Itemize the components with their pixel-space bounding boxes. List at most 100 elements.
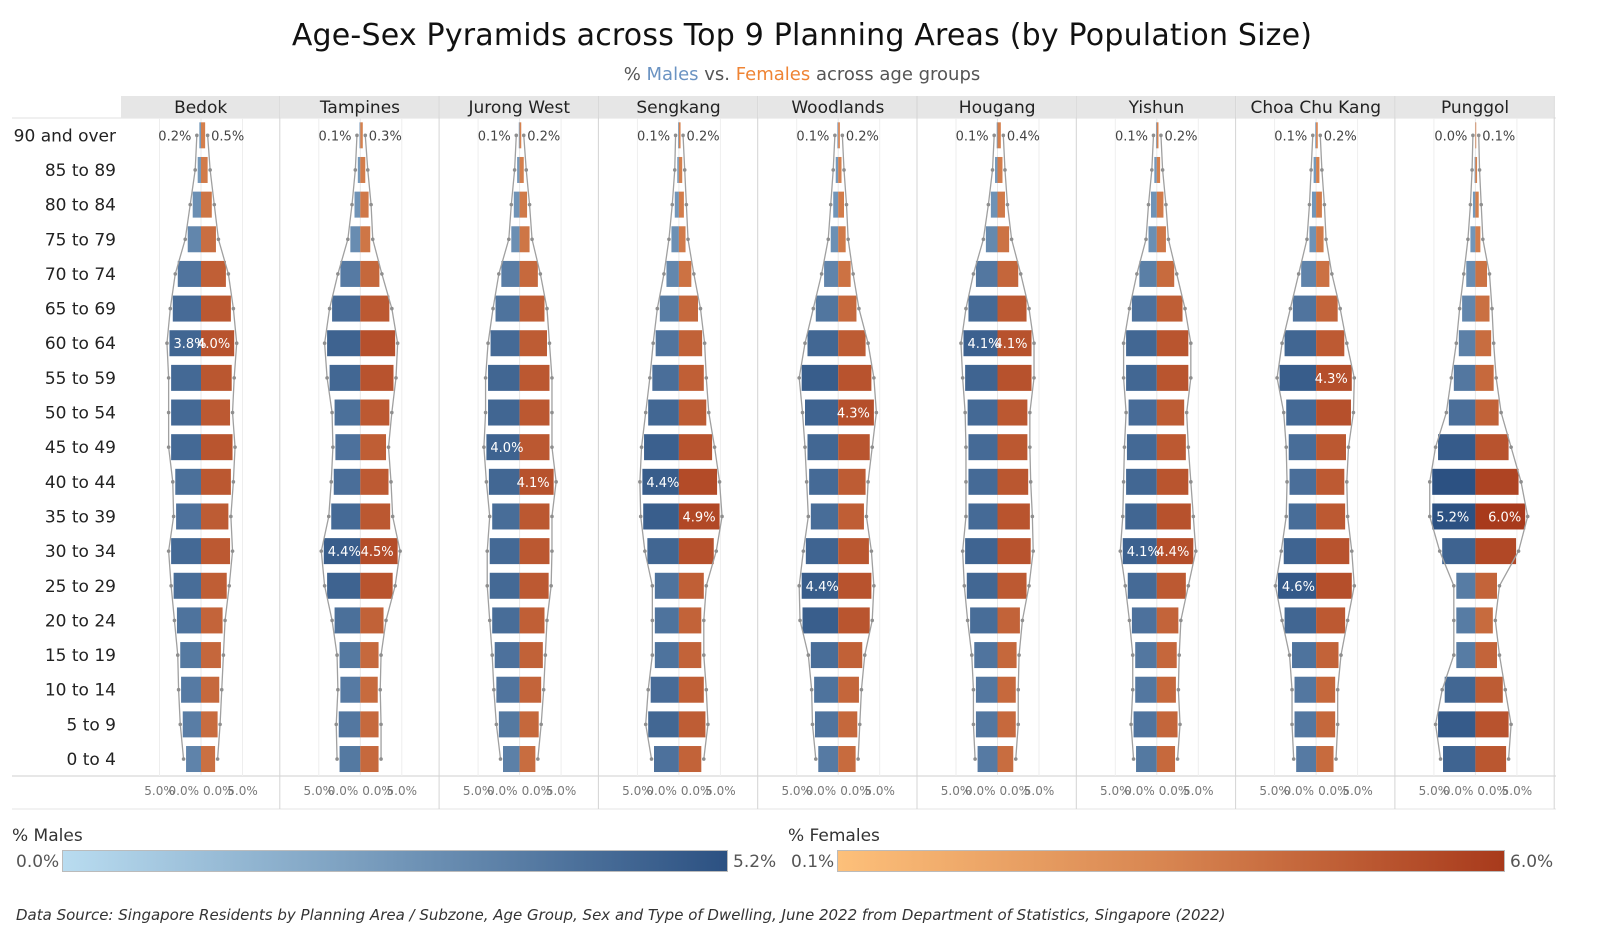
data-label: 4.1% [517, 476, 550, 491]
outline-point [1121, 341, 1126, 346]
outline-point [1499, 410, 1503, 415]
outline-point [1191, 514, 1196, 519]
male-bar [503, 746, 520, 773]
female-bar [519, 156, 524, 183]
outline-point [874, 410, 879, 415]
panel-title: Jurong West [467, 98, 570, 118]
male-bar [647, 538, 679, 565]
female-bar [838, 399, 874, 426]
male-bar [1432, 503, 1476, 530]
outline-point [1310, 133, 1315, 138]
x-tick-label: 0.0% [965, 784, 996, 798]
female-bar [201, 572, 227, 599]
male-bar [659, 295, 679, 322]
outline-point [1275, 376, 1279, 380]
female-bar [678, 746, 702, 773]
x-tick-label: 0.0% [806, 784, 837, 798]
data-label: 6.0% [1488, 510, 1521, 525]
female-bar [1475, 295, 1490, 322]
male-bar [1313, 156, 1317, 183]
outline-point [969, 653, 974, 657]
data-label: 4.5% [361, 545, 394, 560]
outline-point [230, 549, 235, 553]
female-bar [1475, 156, 1478, 183]
outline-point [484, 480, 489, 484]
male-bar [489, 572, 520, 599]
outline-point [1009, 237, 1014, 242]
female-bar [997, 607, 1020, 634]
x-tick-label: 5.0% [227, 784, 258, 798]
outline-point [702, 341, 707, 346]
panel-title: Sengkang [636, 98, 720, 118]
outline-point [1280, 618, 1284, 623]
outline-point [1130, 687, 1135, 692]
outline-point [962, 583, 967, 588]
male-bar [327, 330, 361, 357]
outline-point [1130, 653, 1135, 657]
outline-point [1151, 133, 1156, 138]
x-tick-label: 5.0% [1419, 784, 1450, 798]
male-bar [824, 260, 839, 287]
outline-point [1020, 618, 1025, 623]
outline-point [797, 376, 801, 380]
female-bar [360, 364, 394, 391]
outline-point [165, 341, 169, 346]
outline-point [369, 202, 373, 207]
outline-point [1189, 480, 1193, 484]
female-bar [1156, 711, 1178, 738]
female-bar [1475, 468, 1519, 495]
panel-header [439, 96, 598, 118]
x-tick-label: 0.0% [522, 784, 553, 798]
female-bar [1475, 642, 1497, 669]
outline-point [1124, 410, 1128, 415]
male-bar [199, 122, 201, 149]
outline-point [231, 306, 236, 311]
outline-point [803, 445, 807, 449]
outline-point [964, 480, 968, 484]
female-bar [1156, 503, 1191, 530]
male-bar [1122, 538, 1157, 565]
female-bar [519, 399, 550, 426]
male-bar [1296, 746, 1317, 773]
age-group-label: 80 to 84 [45, 196, 116, 216]
female-bar [997, 642, 1017, 669]
age-group-label: 85 to 89 [45, 161, 116, 181]
female-bar [1156, 156, 1161, 183]
outline-point [1027, 583, 1031, 588]
outline-point [670, 202, 675, 207]
male-bar [1462, 295, 1476, 322]
outline-point [1146, 202, 1151, 207]
x-tick-label: 5.0% [463, 784, 494, 798]
female-bar [678, 364, 704, 391]
male-bar [486, 434, 520, 461]
female-bar [838, 295, 857, 322]
outline-point [485, 549, 490, 553]
female-bar [838, 642, 863, 669]
legend-females-gradient [837, 850, 1505, 872]
data-label: 4.1% [967, 337, 1000, 352]
male-bar [1456, 607, 1476, 634]
outline-point [1494, 376, 1498, 380]
outline-point [819, 272, 824, 276]
age-group-label: 60 to 64 [45, 334, 116, 354]
x-tick-label: 5.0% [1259, 784, 1290, 798]
outline-point [1519, 480, 1523, 484]
outline-point [1290, 687, 1294, 692]
outline-point [806, 514, 811, 519]
data-source-note: Data Source: Singapore Residents by Plan… [16, 906, 1226, 924]
female-bar [997, 226, 1010, 253]
male-bar [1438, 434, 1476, 461]
outline-point [492, 687, 496, 692]
male-bar [833, 191, 839, 218]
outline-point [1338, 306, 1342, 311]
outline-point [833, 133, 837, 138]
outline-point [702, 618, 706, 623]
male-bar [332, 295, 361, 322]
female-bar [519, 330, 547, 357]
outline-point [1284, 445, 1289, 449]
male-bar [810, 503, 839, 530]
outline-point [717, 480, 722, 484]
female-bar [997, 468, 1029, 495]
